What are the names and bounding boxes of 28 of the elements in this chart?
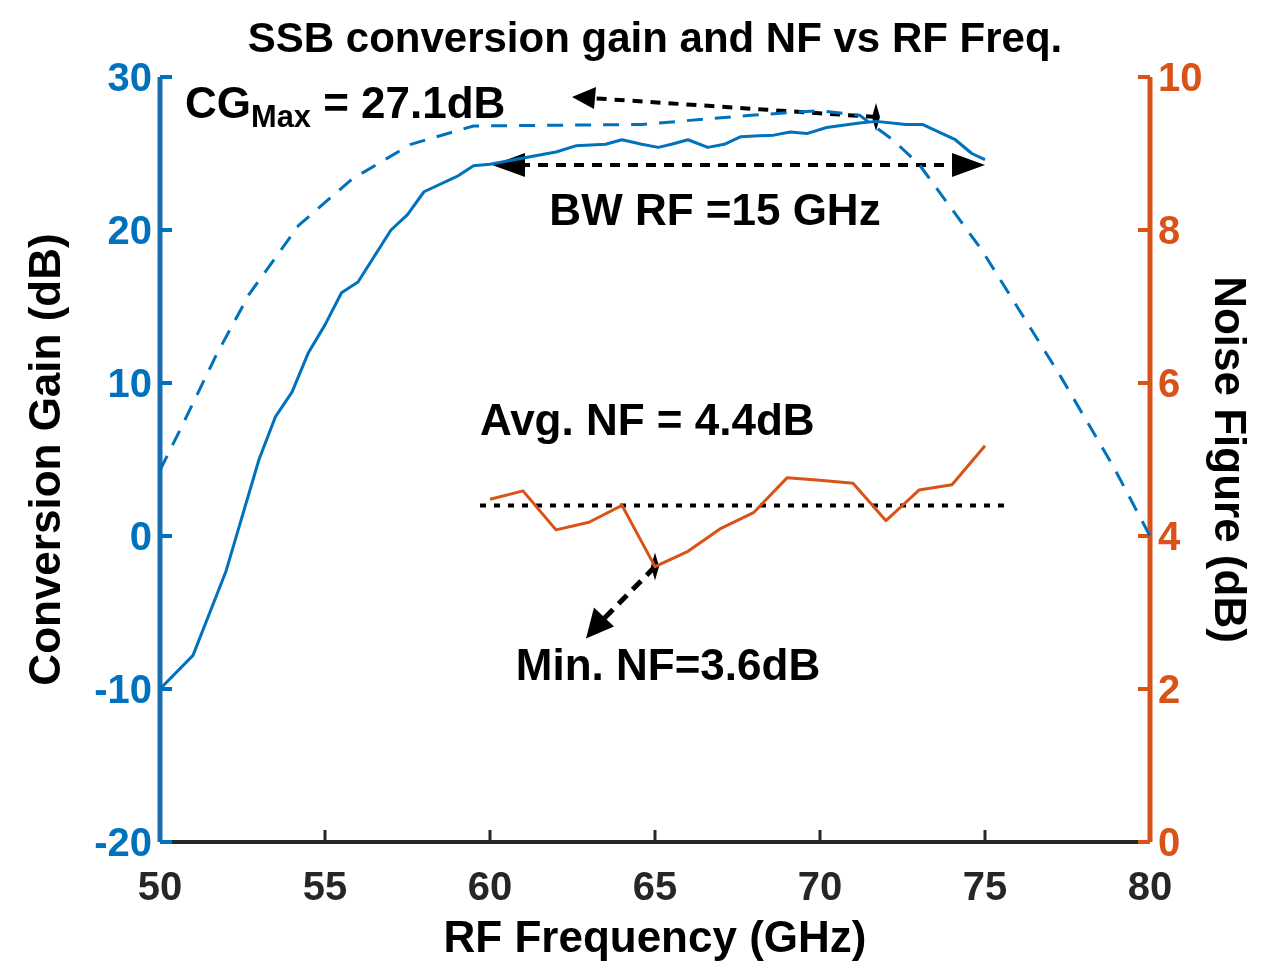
x-tick-label: 75 <box>962 864 1008 908</box>
y2-tick-label: 0 <box>1158 820 1181 864</box>
y2-tick-label: 8 <box>1158 208 1181 252</box>
x-tick-label: 55 <box>302 864 348 908</box>
y2-tick-label: 2 <box>1158 667 1181 711</box>
x-tick-label: 50 <box>137 864 183 908</box>
x-tick-label: 80 <box>1127 864 1173 908</box>
y-tick-label: 10 <box>107 361 152 405</box>
y-tick-label: 0 <box>129 514 152 558</box>
chart-title: SSB conversion gain and NF vs RF Freq. <box>247 14 1063 61</box>
annotation: CG$_{Max}$ = 27.1dB <box>185 78 506 135</box>
x-tick-label: 70 <box>797 864 843 908</box>
x-axis-title: RF Frequency (GHz) <box>443 912 867 961</box>
y-tick-label: -10 <box>94 667 152 711</box>
y-axis-title: Conversion Gain (dB) <box>20 233 69 686</box>
y2-tick-label: 4 <box>1158 514 1181 558</box>
annotation: Min. NF=3.6dB <box>515 640 821 689</box>
y-tick-label: -20 <box>94 820 152 864</box>
ref-line-label: Avg. NF = 4.4dB <box>480 395 815 445</box>
y2-tick-label: 6 <box>1158 361 1181 405</box>
annotation: BW RF =15 GHz <box>549 185 881 234</box>
x-tick-label: 65 <box>632 864 678 908</box>
line-series <box>488 444 987 569</box>
x-tick-label: 60 <box>467 864 513 908</box>
y-tick-label: 30 <box>107 55 152 99</box>
y-tick-label: 20 <box>107 208 152 252</box>
y2-axis-title: Noise Figure (dB) <box>1206 276 1255 643</box>
y2-tick-label: 10 <box>1158 55 1203 99</box>
